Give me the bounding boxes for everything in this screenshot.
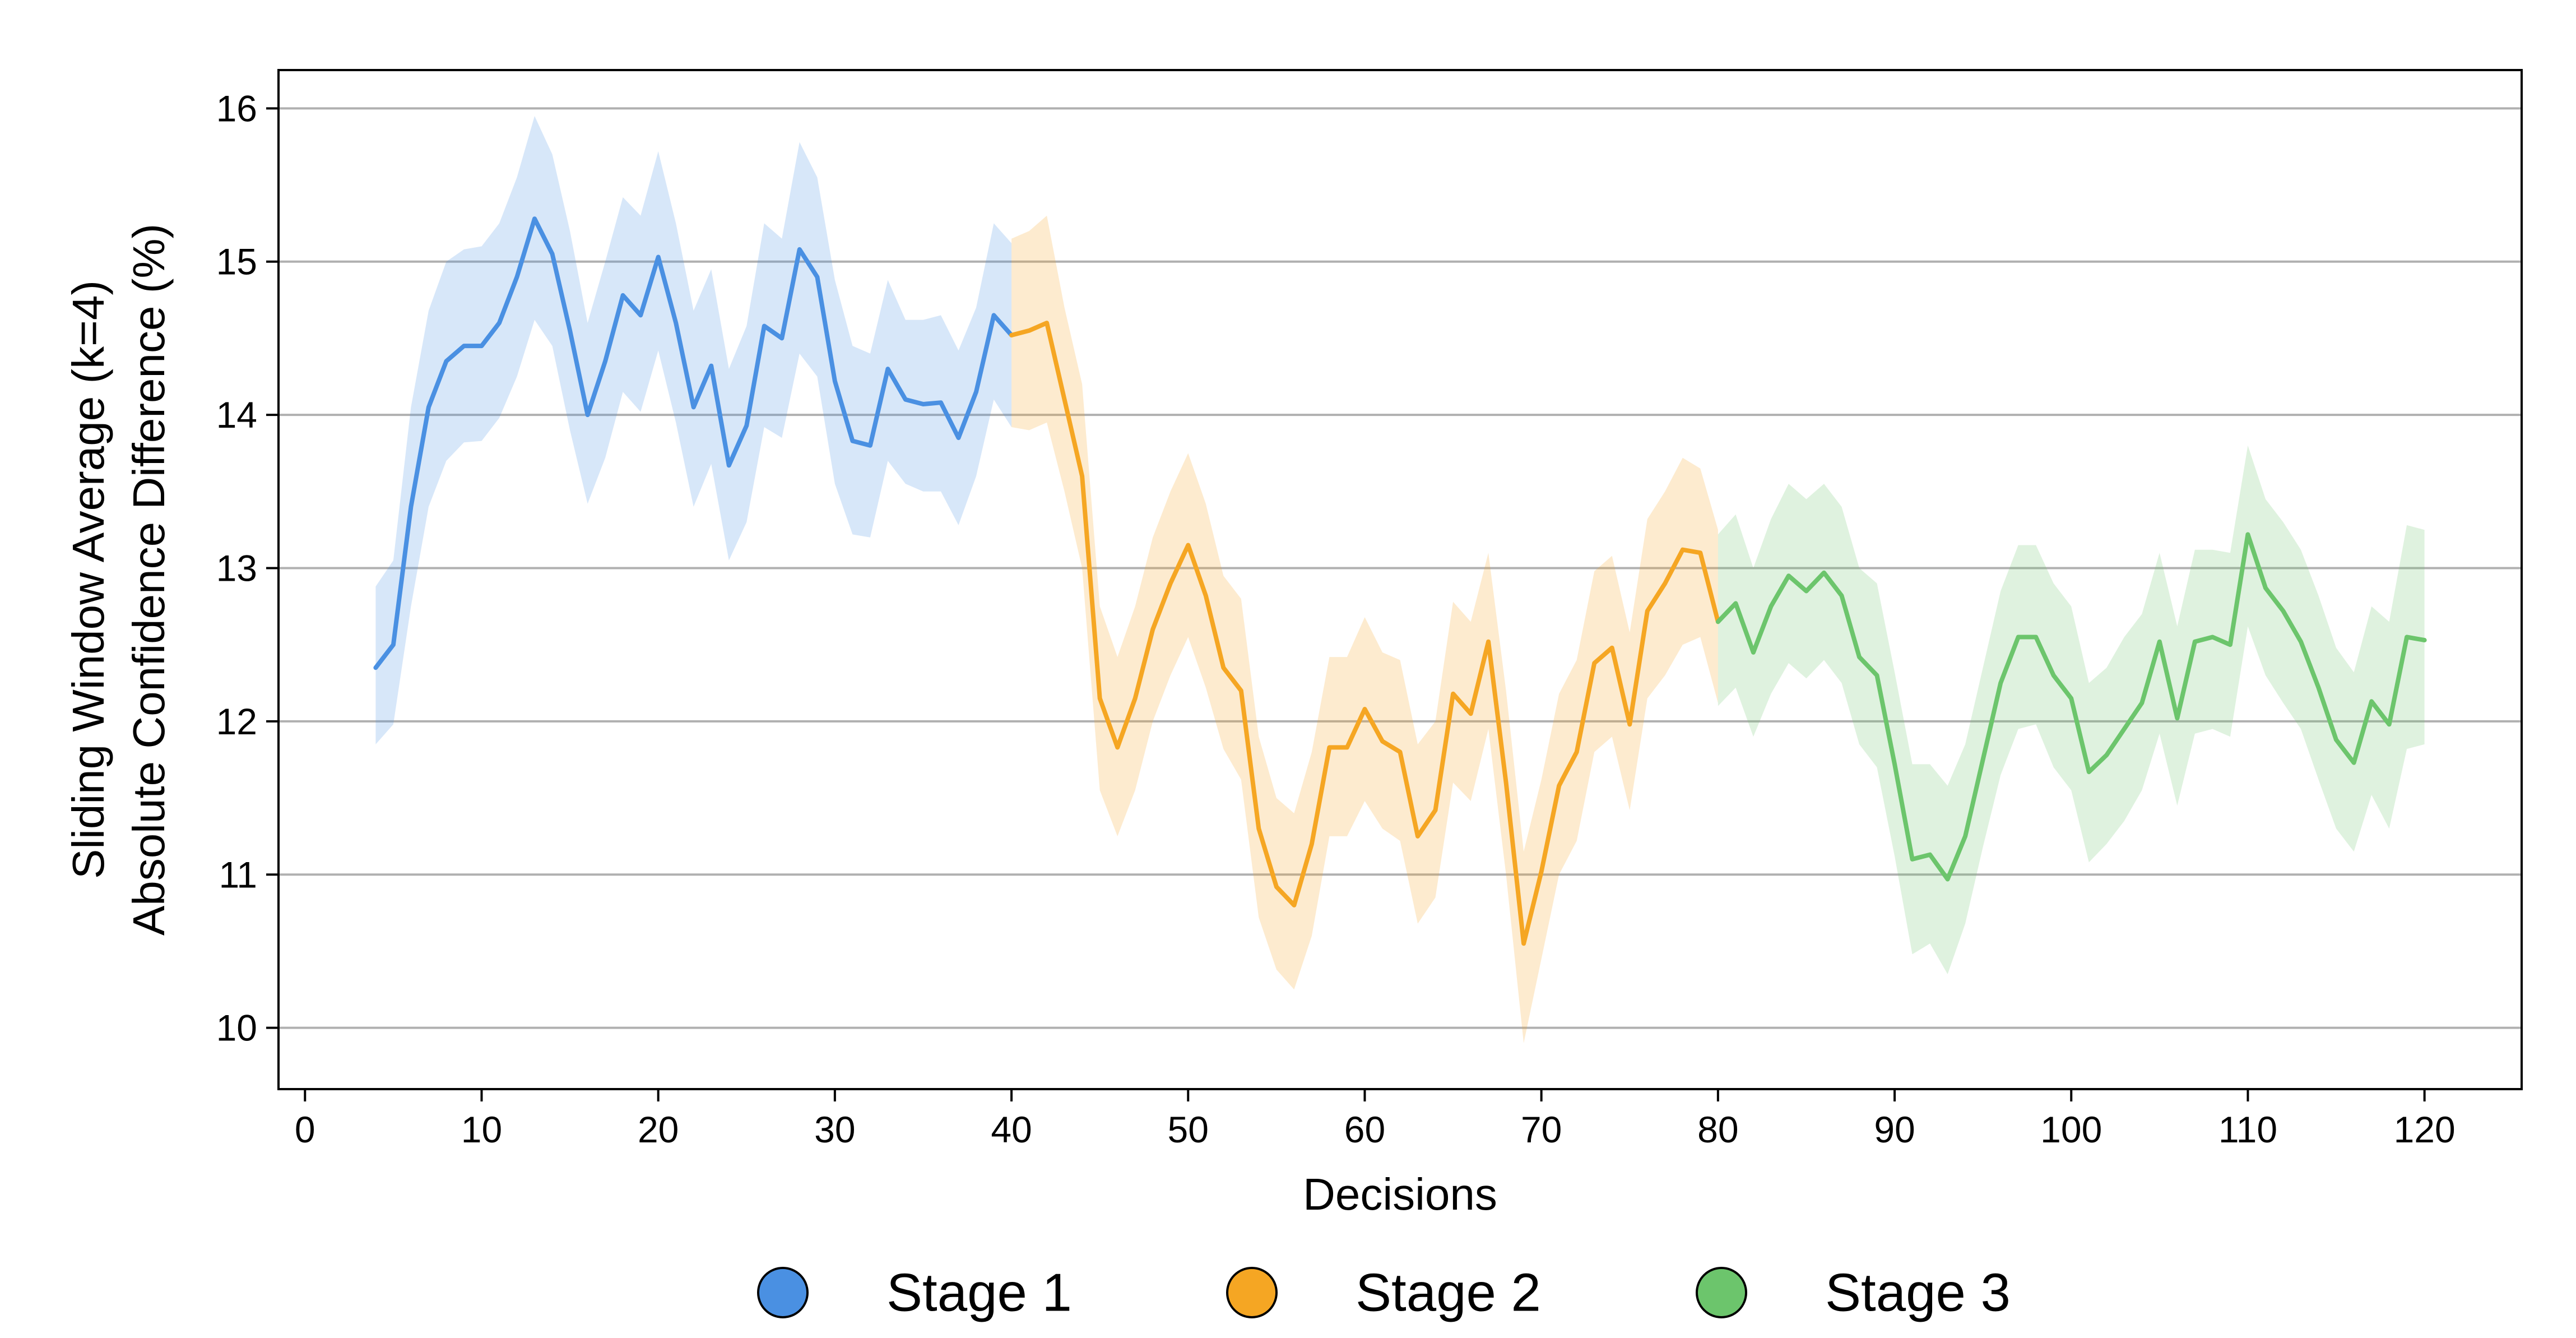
y-axis-title-line-2: Absolute Confidence Difference (%): [124, 224, 174, 936]
legend-marker-stage-2: [1226, 1267, 1278, 1318]
legend-label-stage-3: Stage 3: [1825, 1263, 2011, 1323]
y-tick-label-13: 13: [216, 547, 257, 589]
plot-frame: [277, 69, 2523, 1090]
x-tick-label-20: 20: [638, 1109, 679, 1150]
y-axis-title-line-1: Sliding Window Average (k=4): [63, 280, 113, 879]
x-tick-label-40: 40: [991, 1109, 1032, 1150]
axis-titles: Decisions Sliding Window Average (k=4) Abs…: [63, 224, 1497, 1219]
y-tick-label-12: 12: [216, 701, 257, 742]
y-tick-label-10: 10: [216, 1007, 257, 1049]
axis-ticks: 10 11 12 13 14 15 16 0 10 20 30 40 50 60 70 80 90 100 110 1…: [216, 87, 2456, 1150]
legend-label-stage-2: Stage 2: [1356, 1263, 1541, 1323]
y-tick-label-11: 11: [219, 854, 257, 895]
x-tick-label-30: 30: [814, 1109, 855, 1150]
legend-label-stage-1: Stage 1: [886, 1263, 1072, 1323]
y-tick-label-15: 15: [216, 241, 257, 283]
x-tick-label-120: 120: [2394, 1109, 2456, 1150]
x-tick-label-100: 100: [2040, 1109, 2102, 1150]
legend-item-stage-2: Stage 2: [1226, 1263, 1541, 1323]
legend-marker-stage-1: [757, 1267, 809, 1318]
series-3-line: [1715, 532, 2427, 882]
x-tick-label-70: 70: [1521, 1109, 1562, 1150]
x-tick-label-90: 90: [1874, 1109, 1915, 1150]
x-tick-label-60: 60: [1344, 1109, 1385, 1150]
y-tick-label-16: 16: [216, 87, 257, 129]
x-tick-label-10: 10: [461, 1109, 502, 1150]
x-tick-label-0: 0: [295, 1109, 315, 1150]
x-tick-label-110: 110: [2218, 1109, 2277, 1150]
legend-marker-stage-3: [1696, 1267, 1747, 1318]
series-1-line: [373, 216, 1014, 670]
x-tick-label-50: 50: [1168, 1109, 1209, 1150]
x-axis-title: Decisions: [1303, 1169, 1497, 1219]
series-2-band: [1011, 215, 1718, 1044]
legend-item-stage-1: Stage 1: [757, 1263, 1072, 1323]
series-3-band: [1718, 445, 2425, 974]
y-axis-title: Sliding Window Average (k=4) Absolute Con…: [63, 224, 174, 936]
confidence-bands: [375, 116, 2425, 1044]
series-2-line: [1009, 321, 1720, 946]
series-1-band: [375, 116, 1012, 744]
gridlines: [279, 107, 2522, 1029]
x-tick-label-80: 80: [1697, 1109, 1738, 1150]
y-tick-label-14: 14: [216, 394, 257, 436]
legend-item-stage-3: Stage 3: [1696, 1263, 2011, 1323]
legend: Stage 1 Stage 2 Stage 3: [757, 1263, 2011, 1323]
series-lines: [373, 216, 2427, 946]
